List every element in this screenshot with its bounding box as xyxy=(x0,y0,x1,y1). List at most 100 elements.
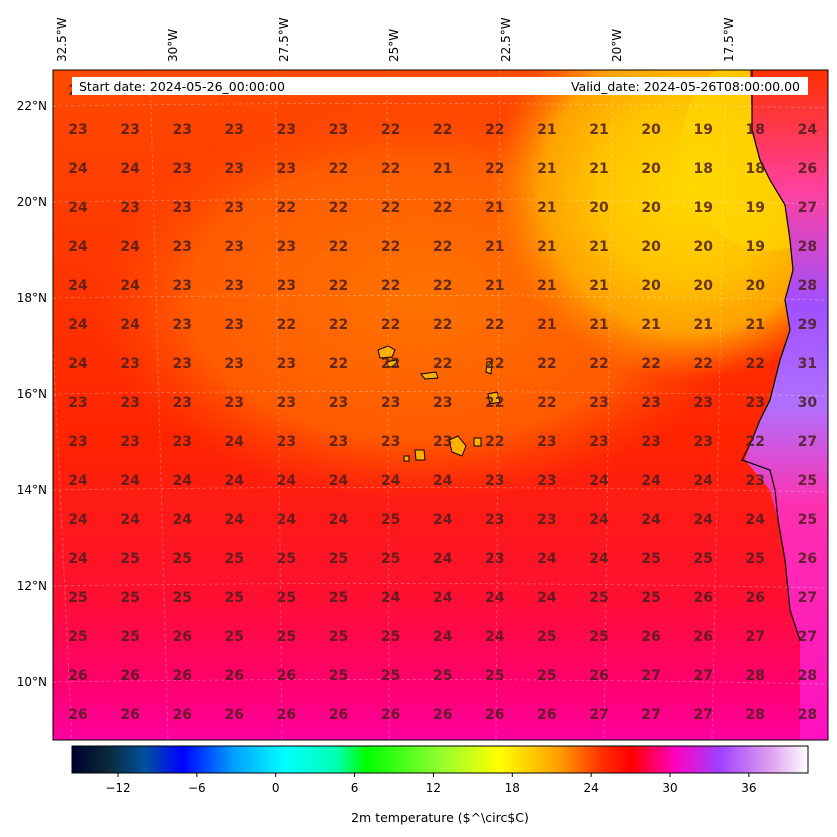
grid-value: 23 xyxy=(537,512,556,528)
grid-value: 22 xyxy=(433,356,452,372)
grid-value: 21 xyxy=(693,317,712,333)
grid-value: 27 xyxy=(746,629,765,645)
lat-label: 22°N xyxy=(17,99,47,113)
grid-value: 24 xyxy=(537,590,557,606)
grid-value: 24 xyxy=(589,551,609,567)
grid-value: 23 xyxy=(225,356,244,372)
grid-value: 26 xyxy=(798,161,817,177)
grid-value: 24 xyxy=(172,473,192,489)
colorbar-tick-label: 6 xyxy=(351,781,359,795)
grid-value: 23 xyxy=(433,395,452,411)
grid-value: 21 xyxy=(746,317,765,333)
grid-value: 23 xyxy=(381,434,400,450)
grid-value: 18 xyxy=(746,122,765,138)
grid-value: 24 xyxy=(433,473,453,489)
grid-value: 25 xyxy=(746,551,765,567)
grid-value: 23 xyxy=(537,434,556,450)
grid-value: 25 xyxy=(225,551,244,567)
grid-value: 22 xyxy=(537,395,556,411)
grid-value: 22 xyxy=(746,434,765,450)
colorbar-title: 2m temperature ($^\circ$C) xyxy=(351,810,529,825)
grid-value: 23 xyxy=(68,434,87,450)
grid-value: 25 xyxy=(329,551,348,567)
colorbar-tick-label: 36 xyxy=(741,781,756,795)
grid-value: 26 xyxy=(537,707,556,723)
grid-value: 25 xyxy=(172,551,191,567)
grid-value: 28 xyxy=(746,668,765,684)
temperature-field: 24 23 23 23 23 23 22 22 22 22 21 20 19 22 23 23 23 23 23 23… xyxy=(53,70,828,740)
grid-value: 19 xyxy=(693,200,712,216)
grid-value: 24 xyxy=(433,551,453,567)
grid-value: 23 xyxy=(746,395,765,411)
grid-value: 22 xyxy=(485,161,504,177)
grid-value: 23 xyxy=(68,395,87,411)
grid-value: 25 xyxy=(589,590,608,606)
grid-value: 27 xyxy=(693,707,712,723)
grid-value: 25 xyxy=(329,629,348,645)
grid-value: 26 xyxy=(225,707,244,723)
grid-value: 21 xyxy=(537,200,556,216)
grid-value: 26 xyxy=(68,668,87,684)
grid-value: 24 xyxy=(329,512,349,528)
grid-value: 20 xyxy=(641,161,661,177)
grid-value: 24 xyxy=(225,473,245,489)
grid-value: 22 xyxy=(485,317,504,333)
grid-value: 26 xyxy=(277,668,296,684)
grid-value: 24 xyxy=(68,317,88,333)
grid-value: 24 xyxy=(68,239,88,255)
grid-value: 21 xyxy=(641,317,660,333)
grid-value: 25 xyxy=(68,590,87,606)
lon-label: 32.5°W xyxy=(55,17,69,62)
grid-value: 28 xyxy=(798,707,817,723)
grid-value: 23 xyxy=(381,395,400,411)
grid-value: 25 xyxy=(381,629,400,645)
grid-value: 24 xyxy=(746,512,766,528)
grid-value: 29 xyxy=(798,317,817,333)
grid-value: 24 xyxy=(68,161,88,177)
grid-value: 25 xyxy=(120,590,139,606)
grid-value: 20 xyxy=(589,200,609,216)
grid-value: 25 xyxy=(537,629,556,645)
grid-value: 25 xyxy=(433,668,452,684)
grid-value: 25 xyxy=(225,629,244,645)
grid-value: 24 xyxy=(485,629,505,645)
grid-value: 23 xyxy=(485,551,504,567)
grid-value: 21 xyxy=(589,239,608,255)
grid-value: 25 xyxy=(381,668,400,684)
colorbar-tick-label: 24 xyxy=(584,781,599,795)
grid-value: 18 xyxy=(693,161,712,177)
grid-value: 24 xyxy=(120,278,140,294)
grid-value: 22 xyxy=(433,200,452,216)
grid-value: 19 xyxy=(746,239,765,255)
lon-label: 30°W xyxy=(166,29,180,62)
grid-value: 24 xyxy=(277,512,297,528)
colorbar-tick-label: 18 xyxy=(505,781,520,795)
land-mass xyxy=(745,70,828,740)
grid-value: 25 xyxy=(381,512,400,528)
grid-value: 24 xyxy=(172,512,192,528)
lat-label: 16°N xyxy=(17,387,47,401)
grid-value: 25 xyxy=(693,551,712,567)
grid-value: 22 xyxy=(381,356,400,372)
graticule xyxy=(53,70,828,740)
grid-value: 21 xyxy=(589,317,608,333)
lat-label: 20°N xyxy=(17,195,47,209)
grid-value: 23 xyxy=(172,161,191,177)
grid-value: 23 xyxy=(277,395,296,411)
grid-value: 23 xyxy=(172,317,191,333)
grid-value: 25 xyxy=(120,551,139,567)
grid-value: 26 xyxy=(798,551,817,567)
grid-value: 24 xyxy=(120,512,140,528)
grid-value: 24 xyxy=(120,317,140,333)
grid-value: 23 xyxy=(277,278,296,294)
grid-value: 24 xyxy=(68,278,88,294)
grid-value: 22 xyxy=(329,161,348,177)
grid-value: 22 xyxy=(693,356,712,372)
grid-value: 27 xyxy=(798,629,817,645)
grid-value: 25 xyxy=(641,551,660,567)
grid-value: 24 xyxy=(120,473,140,489)
grid-value: 22 xyxy=(277,317,296,333)
grid-value: 21 xyxy=(537,239,556,255)
valid-date-label: Valid_date: 2024-05-26T08:00:00.00 xyxy=(571,79,800,94)
